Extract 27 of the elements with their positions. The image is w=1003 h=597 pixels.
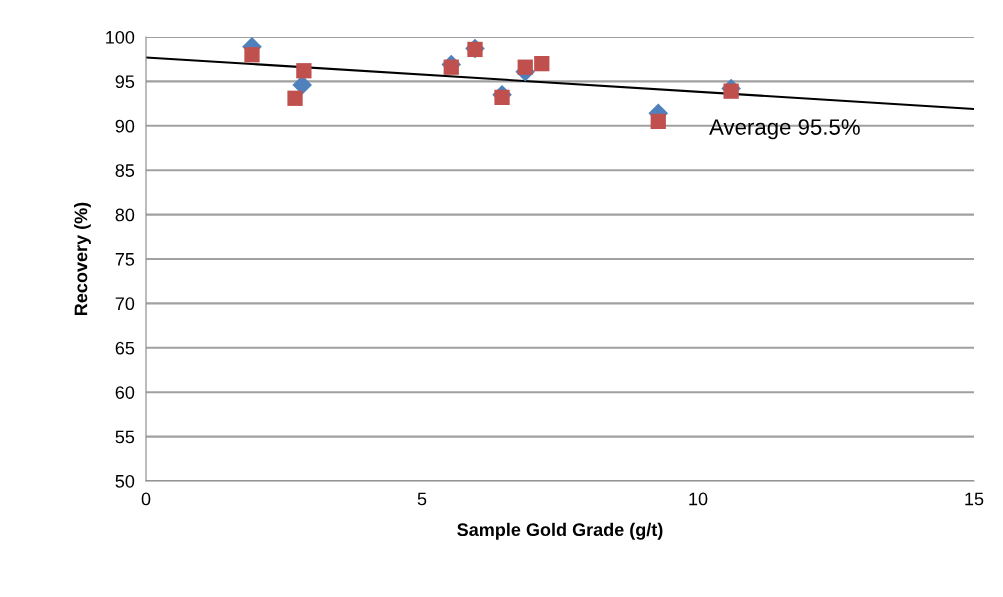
x-axis-title: Sample Gold Grade (g/t) [457,522,663,540]
y-tick-label: 60 [115,386,135,399]
x-tick-label: 0 [141,492,151,506]
y-tick-label: 55 [115,430,135,444]
y-tick-label: 80 [115,208,135,222]
y-tick-label: 85 [115,164,135,177]
y-tick-label: 65 [115,341,135,355]
y-tick-label: 50 [115,474,135,488]
point [517,59,533,75]
point [534,56,550,72]
point [443,59,459,75]
point [723,83,739,99]
annotation: Average 95.5% [709,119,860,140]
y-tick-label: 70 [115,297,135,311]
point [650,113,666,129]
x-tick-label: 5 [417,492,427,506]
x-tick-label: 15 [965,492,984,506]
y-tick-label: 90 [115,119,135,133]
y-tick-label: 95 [115,75,135,89]
x-tick-label: 10 [689,492,708,506]
point [287,90,303,106]
point [244,47,260,63]
y-axis-title: Recovery (%) [74,202,91,315]
y-tick-label: 75 [115,253,135,266]
point [494,89,510,106]
point [296,63,312,79]
y-tick-label: 100 [106,30,135,44]
